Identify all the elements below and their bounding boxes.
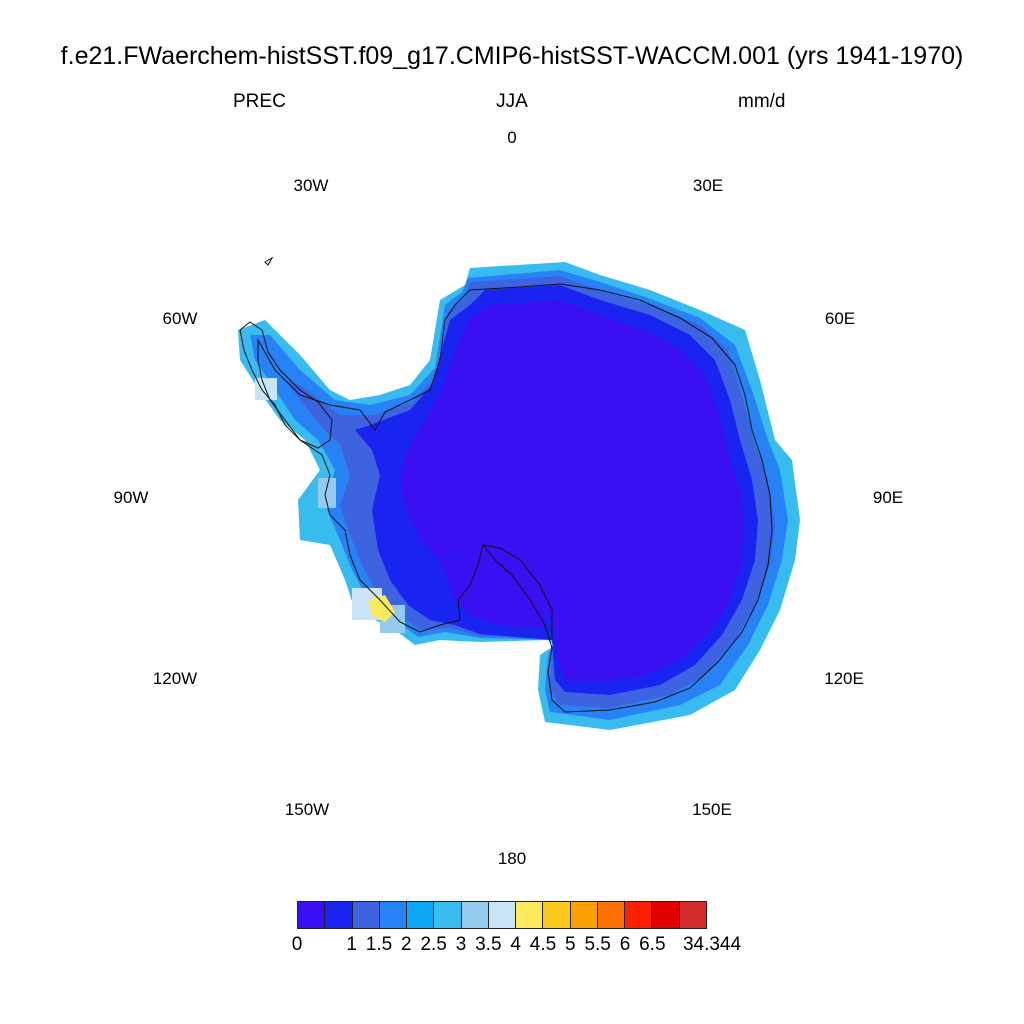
colorbar-box-1 <box>325 902 353 928</box>
colorbar-box-14 <box>679 902 706 928</box>
colorbar-tick-label: 4 <box>510 934 521 955</box>
colorbar-tick-label: 6.5 <box>639 934 666 955</box>
colorbar-tick-label: 3.5 <box>475 934 502 955</box>
lon-label-120e: 120E <box>824 669 864 688</box>
colorbar-box-7 <box>488 902 517 928</box>
colorbar-box-13 <box>652 902 680 928</box>
units-label: mm/d <box>738 91 786 112</box>
colorbar-labels: 0 1 1.5 2 2.5 3 3.5 4 4.5 5 5.5 6 6.5 34.344 <box>0 934 1024 960</box>
colorbar-box-3 <box>379 902 408 928</box>
ice-sheet-core <box>400 300 745 682</box>
lon-label-180: 180 <box>497 849 527 868</box>
colorbar-tick-label: 1 <box>346 934 357 955</box>
lon-label-30e: 30E <box>692 176 724 195</box>
lon-label-30w: 30W <box>293 176 329 195</box>
colorbar-box-6 <box>461 902 489 928</box>
lon-label-60e: 60E <box>824 309 856 328</box>
colorbar-tick-label: 6 <box>619 934 631 955</box>
colorbar-tick-label: 34.344 <box>682 934 742 955</box>
colorbar-tick-label: 5.5 <box>584 934 611 955</box>
lon-label-150e: 150E <box>692 800 732 819</box>
season-label: JJA <box>496 91 528 112</box>
coastline-inner <box>482 544 553 640</box>
colorbar-box-9 <box>543 902 571 928</box>
colorbar-box-2 <box>352 902 380 928</box>
colorbar-tick-label: 3 <box>455 934 467 955</box>
ross-shelf-region <box>440 545 545 628</box>
coastline-island <box>264 256 274 266</box>
colorbar-box-0 <box>298 902 326 928</box>
colorbar-tick-label: 1.5 <box>365 934 393 955</box>
colorbar-tick-label: 2 <box>401 934 412 955</box>
lon-label-150w: 150W <box>284 800 330 819</box>
colorbar-box-4 <box>407 902 435 928</box>
colorbar-tick-label: 2.5 <box>420 934 447 955</box>
precip-patch-yellow <box>368 595 395 622</box>
lon-label-90w: 90W <box>113 488 149 507</box>
map-title: f.e21.FWaerchem-histSST.f09_g17.CMIP6-hi… <box>60 42 964 70</box>
colorbar <box>297 901 707 929</box>
colorbar-box-11 <box>597 902 626 928</box>
colorbar-box-12 <box>625 902 653 928</box>
colorbar-box-5 <box>434 902 462 928</box>
colorbar-box-8 <box>516 902 544 928</box>
lon-label-90e: 90E <box>872 488 904 507</box>
colorbar-tick-label: 4.5 <box>529 934 557 955</box>
lon-label-0: 0 <box>507 128 517 147</box>
coastline <box>257 283 773 713</box>
colorbar-tick-label: 0 <box>291 934 303 955</box>
lon-label-60w: 60W <box>162 309 198 328</box>
colorbar-tick-label: 5 <box>565 934 576 955</box>
peninsula-outline <box>239 321 333 449</box>
variable-label: PREC <box>233 91 286 112</box>
lon-label-120w: 120W <box>152 669 198 688</box>
colorbar-box-10 <box>570 902 598 928</box>
precip-patch-pale-4 <box>318 478 336 508</box>
